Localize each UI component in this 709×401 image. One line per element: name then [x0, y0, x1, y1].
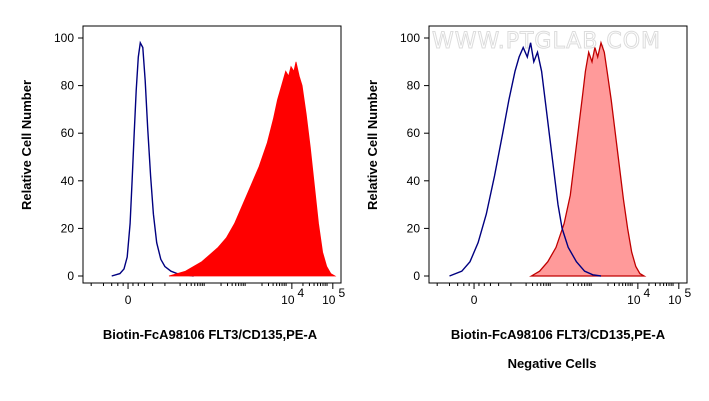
watermark-text: WWW.PTGLAB.COM	[432, 29, 661, 54]
left-y-tick-label: 80	[61, 79, 75, 93]
right-outline-histogram-1	[449, 42, 602, 277]
left-y-axis-title: Relative Cell Number	[19, 80, 34, 210]
left-plot-frame	[82, 25, 342, 284]
right-x-tick-label: 10	[627, 293, 641, 307]
left-y-tick-label: 40	[61, 174, 75, 188]
right-x-tick-exponent: 5	[684, 286, 691, 300]
right-x-tick-label: 10	[668, 293, 682, 307]
left-x-tick-exponent: 5	[338, 286, 345, 300]
right-y-tick-label: 80	[407, 79, 421, 93]
right-x-tick-exponent: 4	[644, 286, 651, 300]
right-filled-histogram-0	[529, 40, 647, 277]
left-x-tick-label: 10	[322, 293, 336, 307]
left-x-axis-title: Biotin-FcA98106 FLT3/CD135,PE-A	[103, 327, 318, 342]
right-series-layer	[449, 40, 647, 277]
left-y-tick-label: 20	[61, 221, 75, 235]
right-y-tick-label: 40	[407, 174, 421, 188]
left-x-tick-exponent: 4	[298, 286, 305, 300]
right-y-tick-label: 100	[400, 31, 420, 45]
right-panel-caption: Negative Cells	[508, 356, 597, 371]
right-x-tick-label: 0	[471, 293, 478, 307]
right-x-axis-title: Biotin-FcA98106 FLT3/CD135,PE-A	[451, 327, 666, 342]
right-y-tick-label: 0	[413, 269, 420, 283]
left-x-tick-label: 0	[125, 293, 132, 307]
left-y-tick-label: 0	[67, 269, 74, 283]
left-outline-histogram-0	[111, 40, 194, 277]
right-y-axis-title: Relative Cell Number	[365, 80, 380, 210]
right-y-tick-label: 20	[407, 221, 421, 235]
left-y-tick-label: 60	[61, 126, 75, 140]
left-series-layer	[111, 40, 337, 277]
right-plot-frame	[428, 25, 688, 284]
left-x-tick-label: 10	[281, 293, 295, 307]
right-y-tick-label: 60	[407, 126, 421, 140]
left-y-tick-label: 100	[54, 31, 74, 45]
left-filled-histogram-1	[168, 61, 337, 277]
